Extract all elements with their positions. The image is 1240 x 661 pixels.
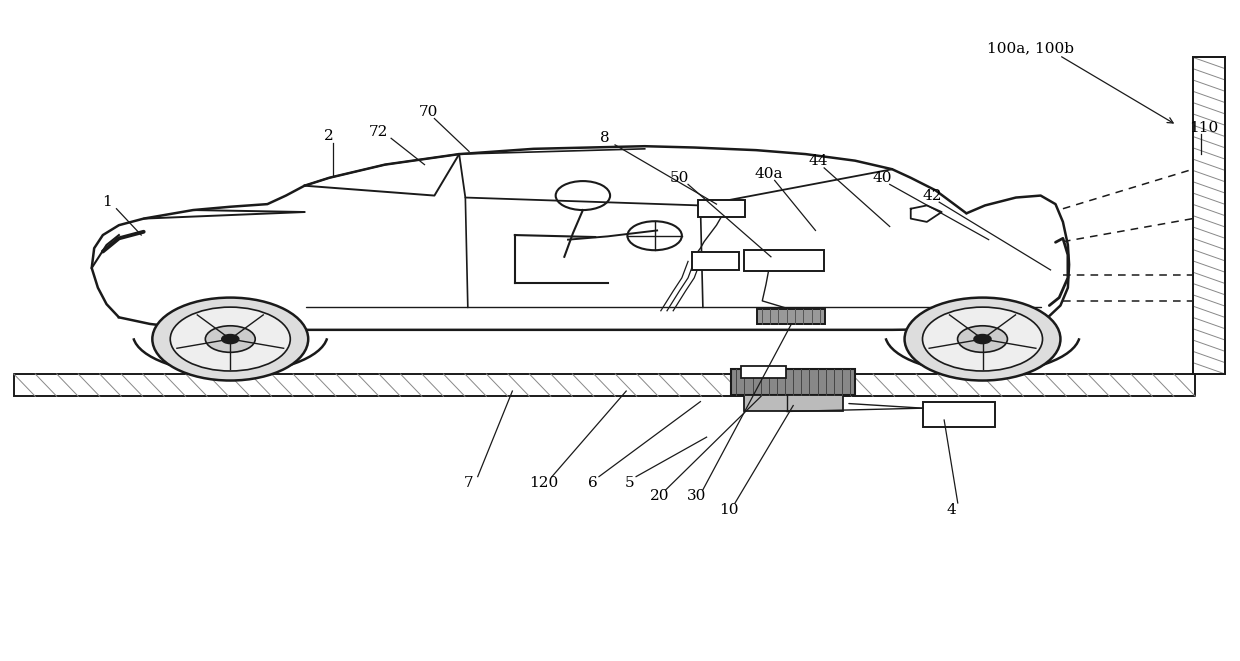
Text: 40: 40 xyxy=(873,171,892,185)
Circle shape xyxy=(153,297,309,381)
Circle shape xyxy=(222,334,239,344)
Text: 8: 8 xyxy=(600,132,610,145)
Circle shape xyxy=(206,326,255,352)
Bar xyxy=(742,366,786,378)
Text: 50: 50 xyxy=(670,171,689,185)
Text: 10: 10 xyxy=(719,502,739,516)
Circle shape xyxy=(904,297,1060,381)
Bar xyxy=(756,309,825,324)
Text: 2: 2 xyxy=(325,130,334,143)
Circle shape xyxy=(923,307,1043,371)
Circle shape xyxy=(957,326,1007,352)
Bar xyxy=(732,369,856,395)
Text: 20: 20 xyxy=(650,489,670,504)
Text: 120: 120 xyxy=(528,476,558,490)
Text: 100a, 100b: 100a, 100b xyxy=(987,42,1074,56)
Bar xyxy=(698,200,745,217)
Text: 30: 30 xyxy=(687,489,707,504)
Text: 42: 42 xyxy=(923,188,941,202)
Bar xyxy=(923,402,994,426)
Text: 70: 70 xyxy=(419,105,438,119)
Text: 40a: 40a xyxy=(754,167,782,181)
Text: 5: 5 xyxy=(625,476,635,490)
Bar xyxy=(744,251,825,271)
Circle shape xyxy=(973,334,991,344)
Text: 110: 110 xyxy=(1189,121,1219,135)
Text: 1: 1 xyxy=(102,195,112,209)
Text: 72: 72 xyxy=(370,125,388,139)
Bar xyxy=(14,374,1195,397)
Text: 6: 6 xyxy=(588,476,598,490)
Text: 44: 44 xyxy=(808,154,828,169)
Text: 4: 4 xyxy=(946,502,956,516)
Bar xyxy=(744,395,843,411)
Circle shape xyxy=(170,307,290,371)
Text: 7: 7 xyxy=(464,476,474,490)
Bar xyxy=(1193,58,1225,374)
Bar xyxy=(692,252,739,270)
